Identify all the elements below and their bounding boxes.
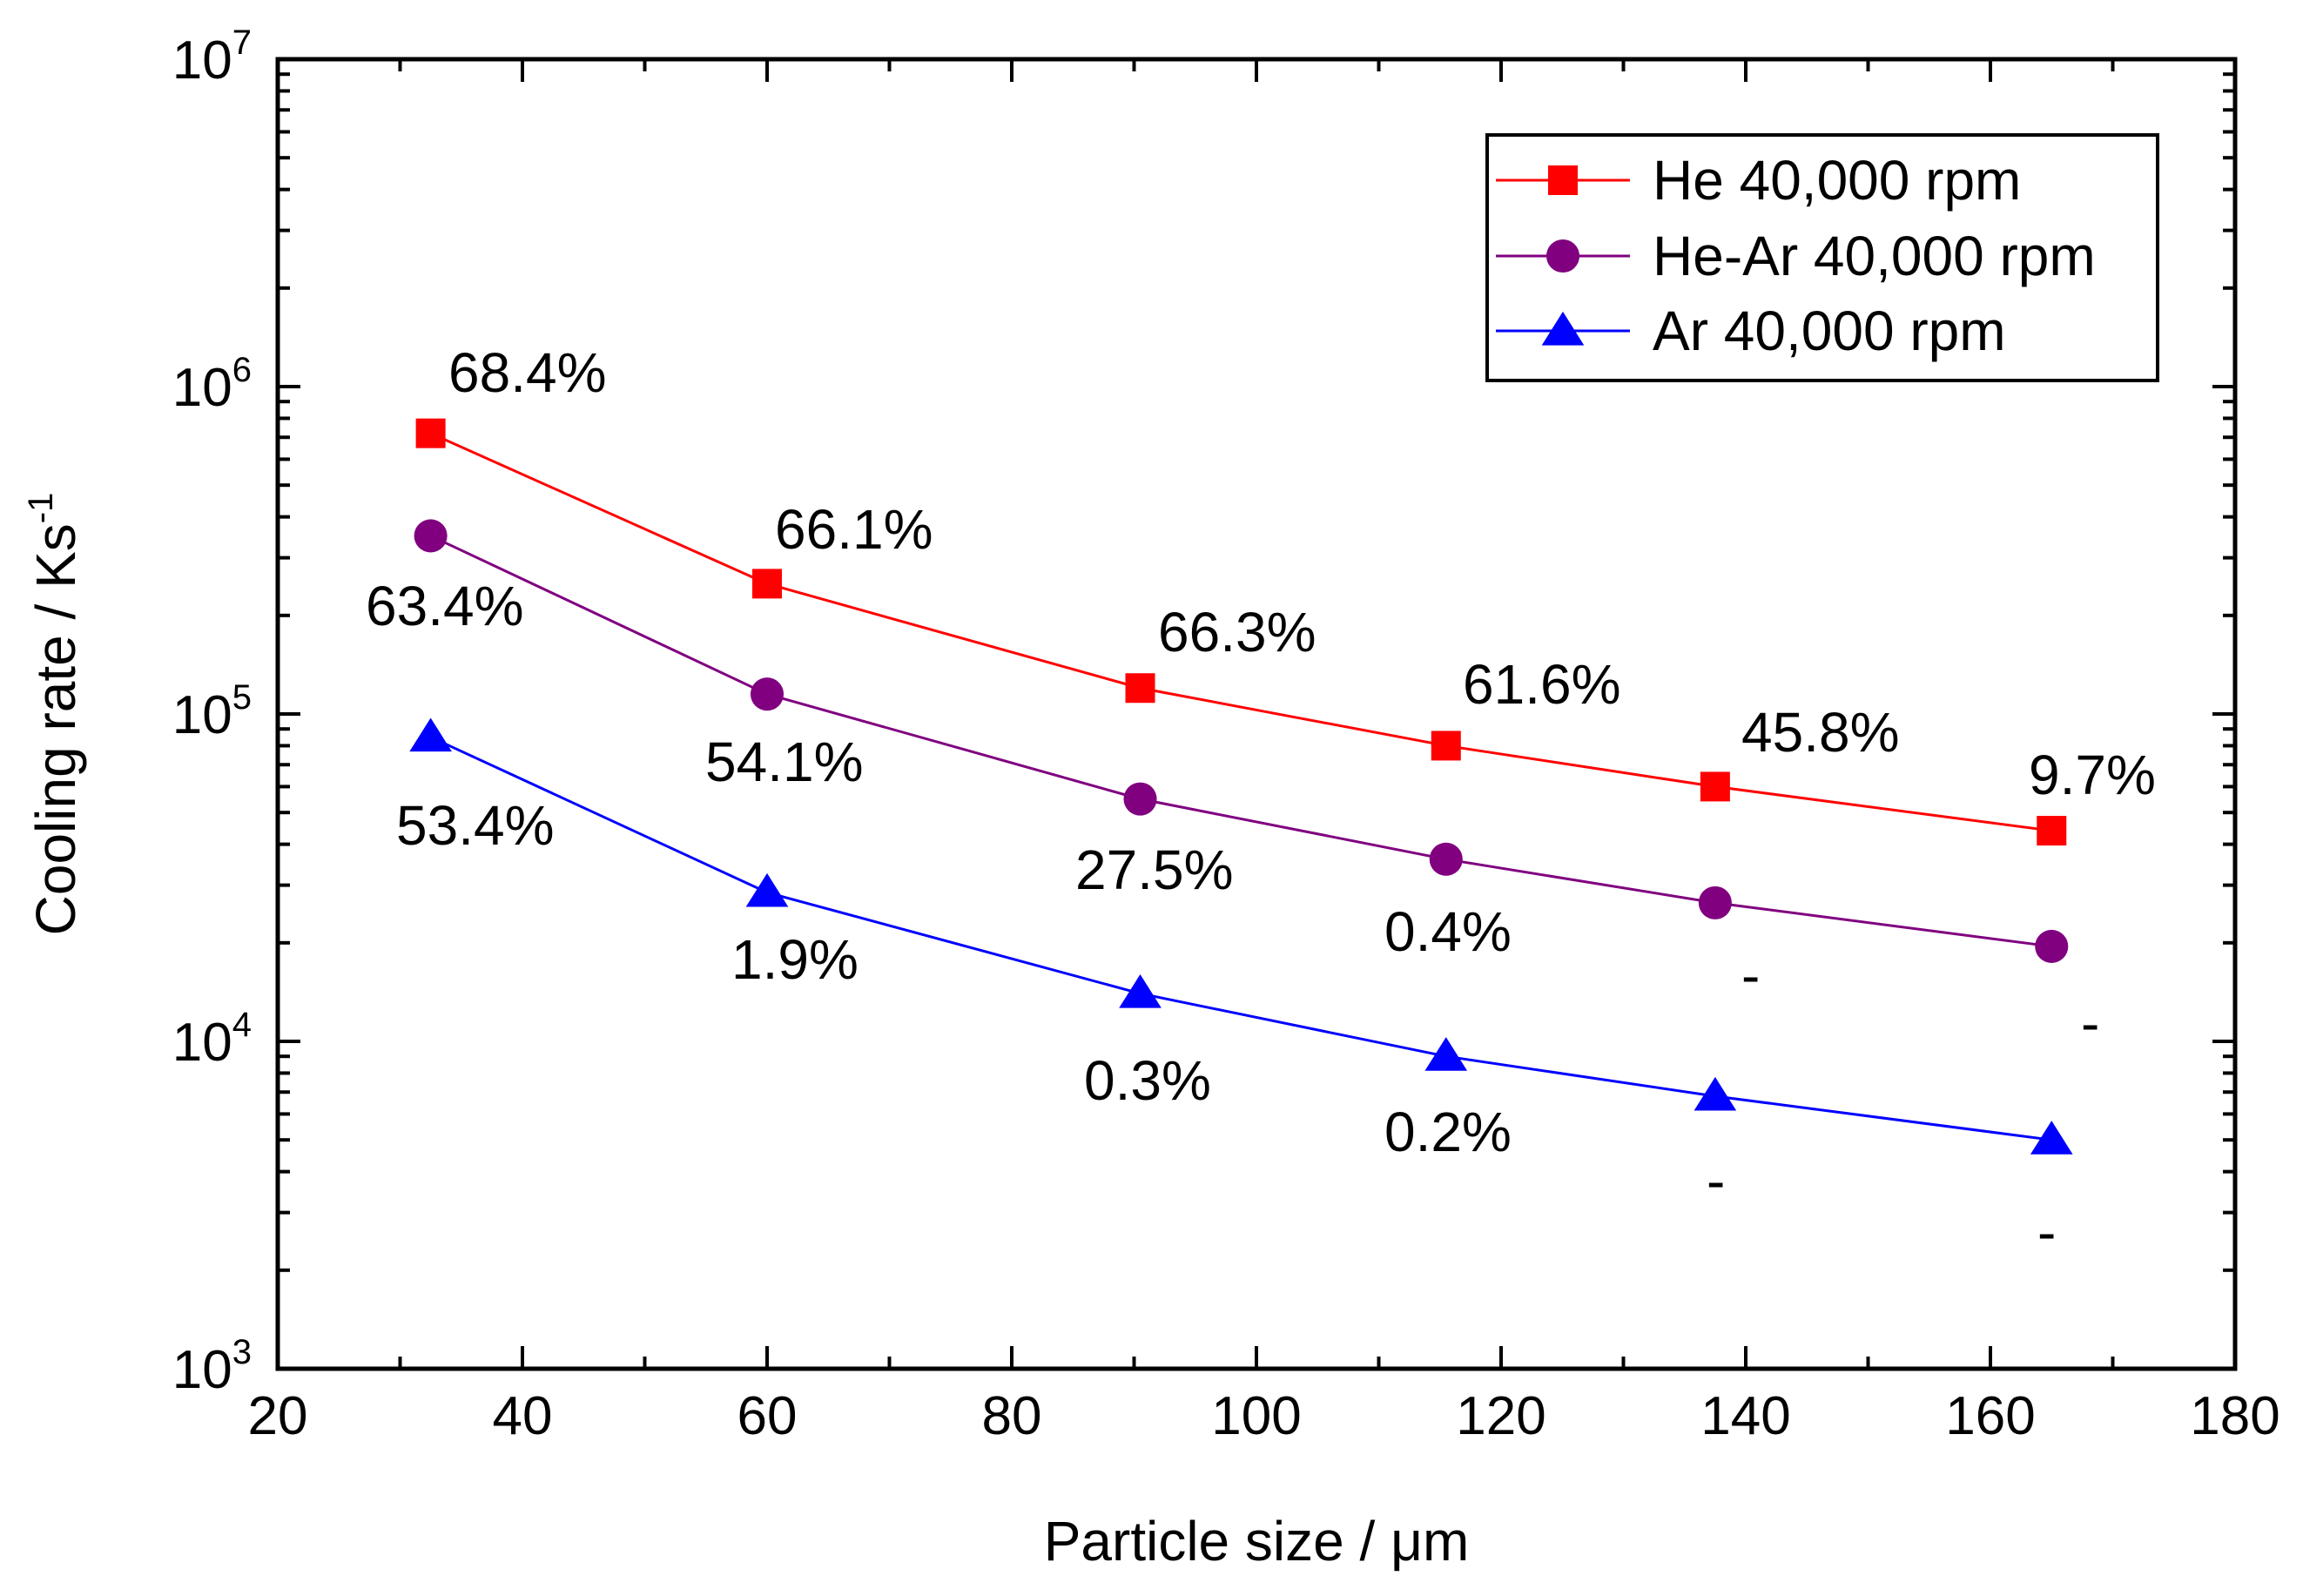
x-tick-label: 60 <box>737 1386 798 1446</box>
x-tick-label: 140 <box>1700 1386 1790 1446</box>
x-tick-label: 180 <box>2190 1386 2279 1446</box>
legend-item: He 40,000 rpm <box>1496 149 2021 212</box>
point-annotation: 61.6% <box>1463 653 1620 716</box>
legend-label: Ar 40,000 rpm <box>1653 300 2006 362</box>
y-tick-label: 105 <box>172 678 252 745</box>
point-annotation: - <box>1741 944 1760 1007</box>
point-annotation: 45.8% <box>1741 701 1899 764</box>
point-annotation: - <box>2081 992 2099 1054</box>
point-annotation: 0.3% <box>1084 1049 1211 1112</box>
point-annotation: - <box>2037 1201 2056 1263</box>
legend-label: He-Ar 40,000 rpm <box>1653 225 2096 287</box>
series-layer <box>409 418 2073 1155</box>
y-axis-title-main: Cooling rate / Ks <box>24 523 87 935</box>
y-tick-exponent: 6 <box>232 351 252 389</box>
y-tick-base: 10 <box>172 685 232 745</box>
data-point <box>1700 771 1730 802</box>
y-tick-exponent: 3 <box>232 1333 252 1371</box>
point-annotation: 27.5% <box>1075 838 1233 901</box>
point-annotation: 9.7% <box>2029 744 2156 806</box>
data-point <box>2035 929 2069 963</box>
data-point <box>1694 1076 1737 1111</box>
data-point <box>752 569 782 599</box>
y-tick-label: 107 <box>172 24 252 91</box>
point-annotation: 0.4% <box>1384 900 1512 963</box>
legend-label: He 40,000 rpm <box>1653 149 2021 212</box>
point-annotation: 66.1% <box>775 498 933 561</box>
data-point <box>1123 782 1157 816</box>
series-line <box>429 535 2052 948</box>
legend-marker <box>1548 165 1578 195</box>
y-tick-label: 103 <box>172 1333 252 1400</box>
series-line <box>430 432 2052 832</box>
point-annotations: 68.4% 66.1% 66.3% 61.6% 45.8% 9.7% 63.4% 54.1% 2… <box>366 341 2156 1263</box>
y-tick-exponent: 4 <box>232 1006 252 1044</box>
data-point <box>750 677 785 711</box>
y-tick-exponent: 5 <box>232 678 252 717</box>
x-tick-label: 40 <box>493 1386 553 1446</box>
data-point <box>2037 816 2067 846</box>
series-square <box>415 418 2067 846</box>
data-point <box>409 717 452 752</box>
series-triangle <box>409 717 2073 1155</box>
data-point <box>1125 673 1155 704</box>
y-tick-base: 10 <box>172 1013 232 1073</box>
y-tick-base: 10 <box>172 30 232 91</box>
data-point <box>745 872 789 907</box>
point-annotation: 53.4% <box>396 794 554 857</box>
data-point <box>414 519 448 553</box>
series-circle <box>414 519 2069 963</box>
x-axis-ticks: 20 40 60 80 100 120 140 160 180 <box>248 59 2280 1446</box>
x-tick-label: 160 <box>1945 1386 2035 1446</box>
data-point <box>1424 1037 1468 1071</box>
legend-box <box>1485 133 2159 382</box>
data-point <box>1429 842 1463 876</box>
x-tick-label: 80 <box>982 1386 1042 1446</box>
data-point <box>1119 973 1162 1008</box>
data-point <box>415 418 446 448</box>
point-annotation: 68.4% <box>448 341 606 404</box>
y-tick-label: 104 <box>172 1006 252 1073</box>
x-tick-label: 120 <box>1456 1386 1545 1446</box>
legend-marker <box>1545 239 1580 273</box>
legend-marker <box>1541 311 1585 346</box>
data-point <box>1431 731 1461 761</box>
point-annotation: 54.1% <box>705 731 863 793</box>
y-tick-label: 106 <box>172 351 252 418</box>
legend-item: He-Ar 40,000 rpm <box>1496 225 2096 287</box>
point-annotation: 1.9% <box>731 928 859 991</box>
y-tick-base: 10 <box>172 1340 232 1400</box>
data-point <box>1698 886 1732 919</box>
point-annotation: 66.3% <box>1158 601 1316 663</box>
point-annotation: 63.4% <box>366 575 523 637</box>
x-axis-title: Particle size / μm <box>1044 1510 1470 1572</box>
y-tick-base: 10 <box>172 358 232 418</box>
x-tick-label: 20 <box>248 1386 308 1446</box>
series-line <box>429 736 2052 1141</box>
legend-item: Ar 40,000 rpm <box>1496 300 2006 362</box>
point-annotation: - <box>1707 1149 1725 1212</box>
y-axis-title-exponent: -1 <box>22 493 60 524</box>
legend: He 40,000 rpm He-Ar 40,000 rpm Ar 40,000 r… <box>1485 133 2159 382</box>
data-point <box>2030 1121 2073 1155</box>
x-tick-label: 100 <box>1211 1386 1301 1446</box>
point-annotation: 0.2% <box>1384 1101 1512 1163</box>
y-axis-title: Cooling rate / Ks-1 <box>22 493 87 936</box>
y-tick-exponent: 7 <box>232 24 252 62</box>
